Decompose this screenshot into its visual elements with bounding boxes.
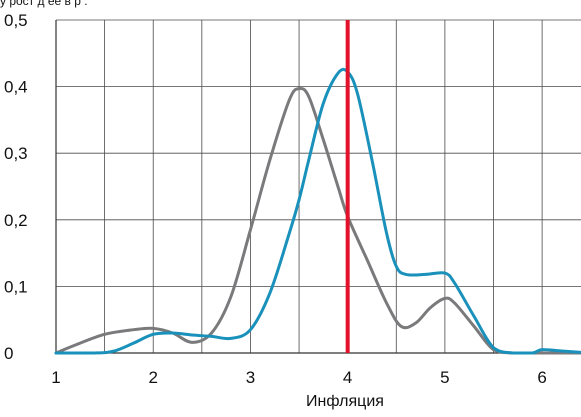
x-tick-label: 2 xyxy=(148,368,157,387)
y-tick-label: 0,4 xyxy=(4,78,28,97)
series-line-1 xyxy=(54,86,581,355)
y-tick-label: 0 xyxy=(4,344,13,363)
series-line-2 xyxy=(54,67,581,355)
x-tick-label: 1 xyxy=(51,368,60,387)
y-tick-label: 0,5 xyxy=(4,11,28,30)
y-tick-label: 0,1 xyxy=(4,277,28,296)
axes xyxy=(55,20,581,354)
x-tick-label: 4 xyxy=(343,368,352,387)
x-tick-label: 5 xyxy=(440,368,449,387)
y-tick-label: 0,2 xyxy=(4,211,28,230)
x-tick-label: 6 xyxy=(537,368,546,387)
x-axis-title: Инфляция xyxy=(306,393,384,410)
x-tick-label: 3 xyxy=(246,368,255,387)
x-tick-labels: 1 2 3 4 5 6 xyxy=(51,368,547,387)
y-tick-label: 0,3 xyxy=(4,144,28,163)
grid-lines xyxy=(56,19,581,353)
series-lines xyxy=(54,67,581,355)
y-tick-labels: 0 0,1 0,2 0,3 0,4 0,5 xyxy=(4,11,28,363)
caption-fragment: у рост д ее в р . xyxy=(0,0,88,8)
